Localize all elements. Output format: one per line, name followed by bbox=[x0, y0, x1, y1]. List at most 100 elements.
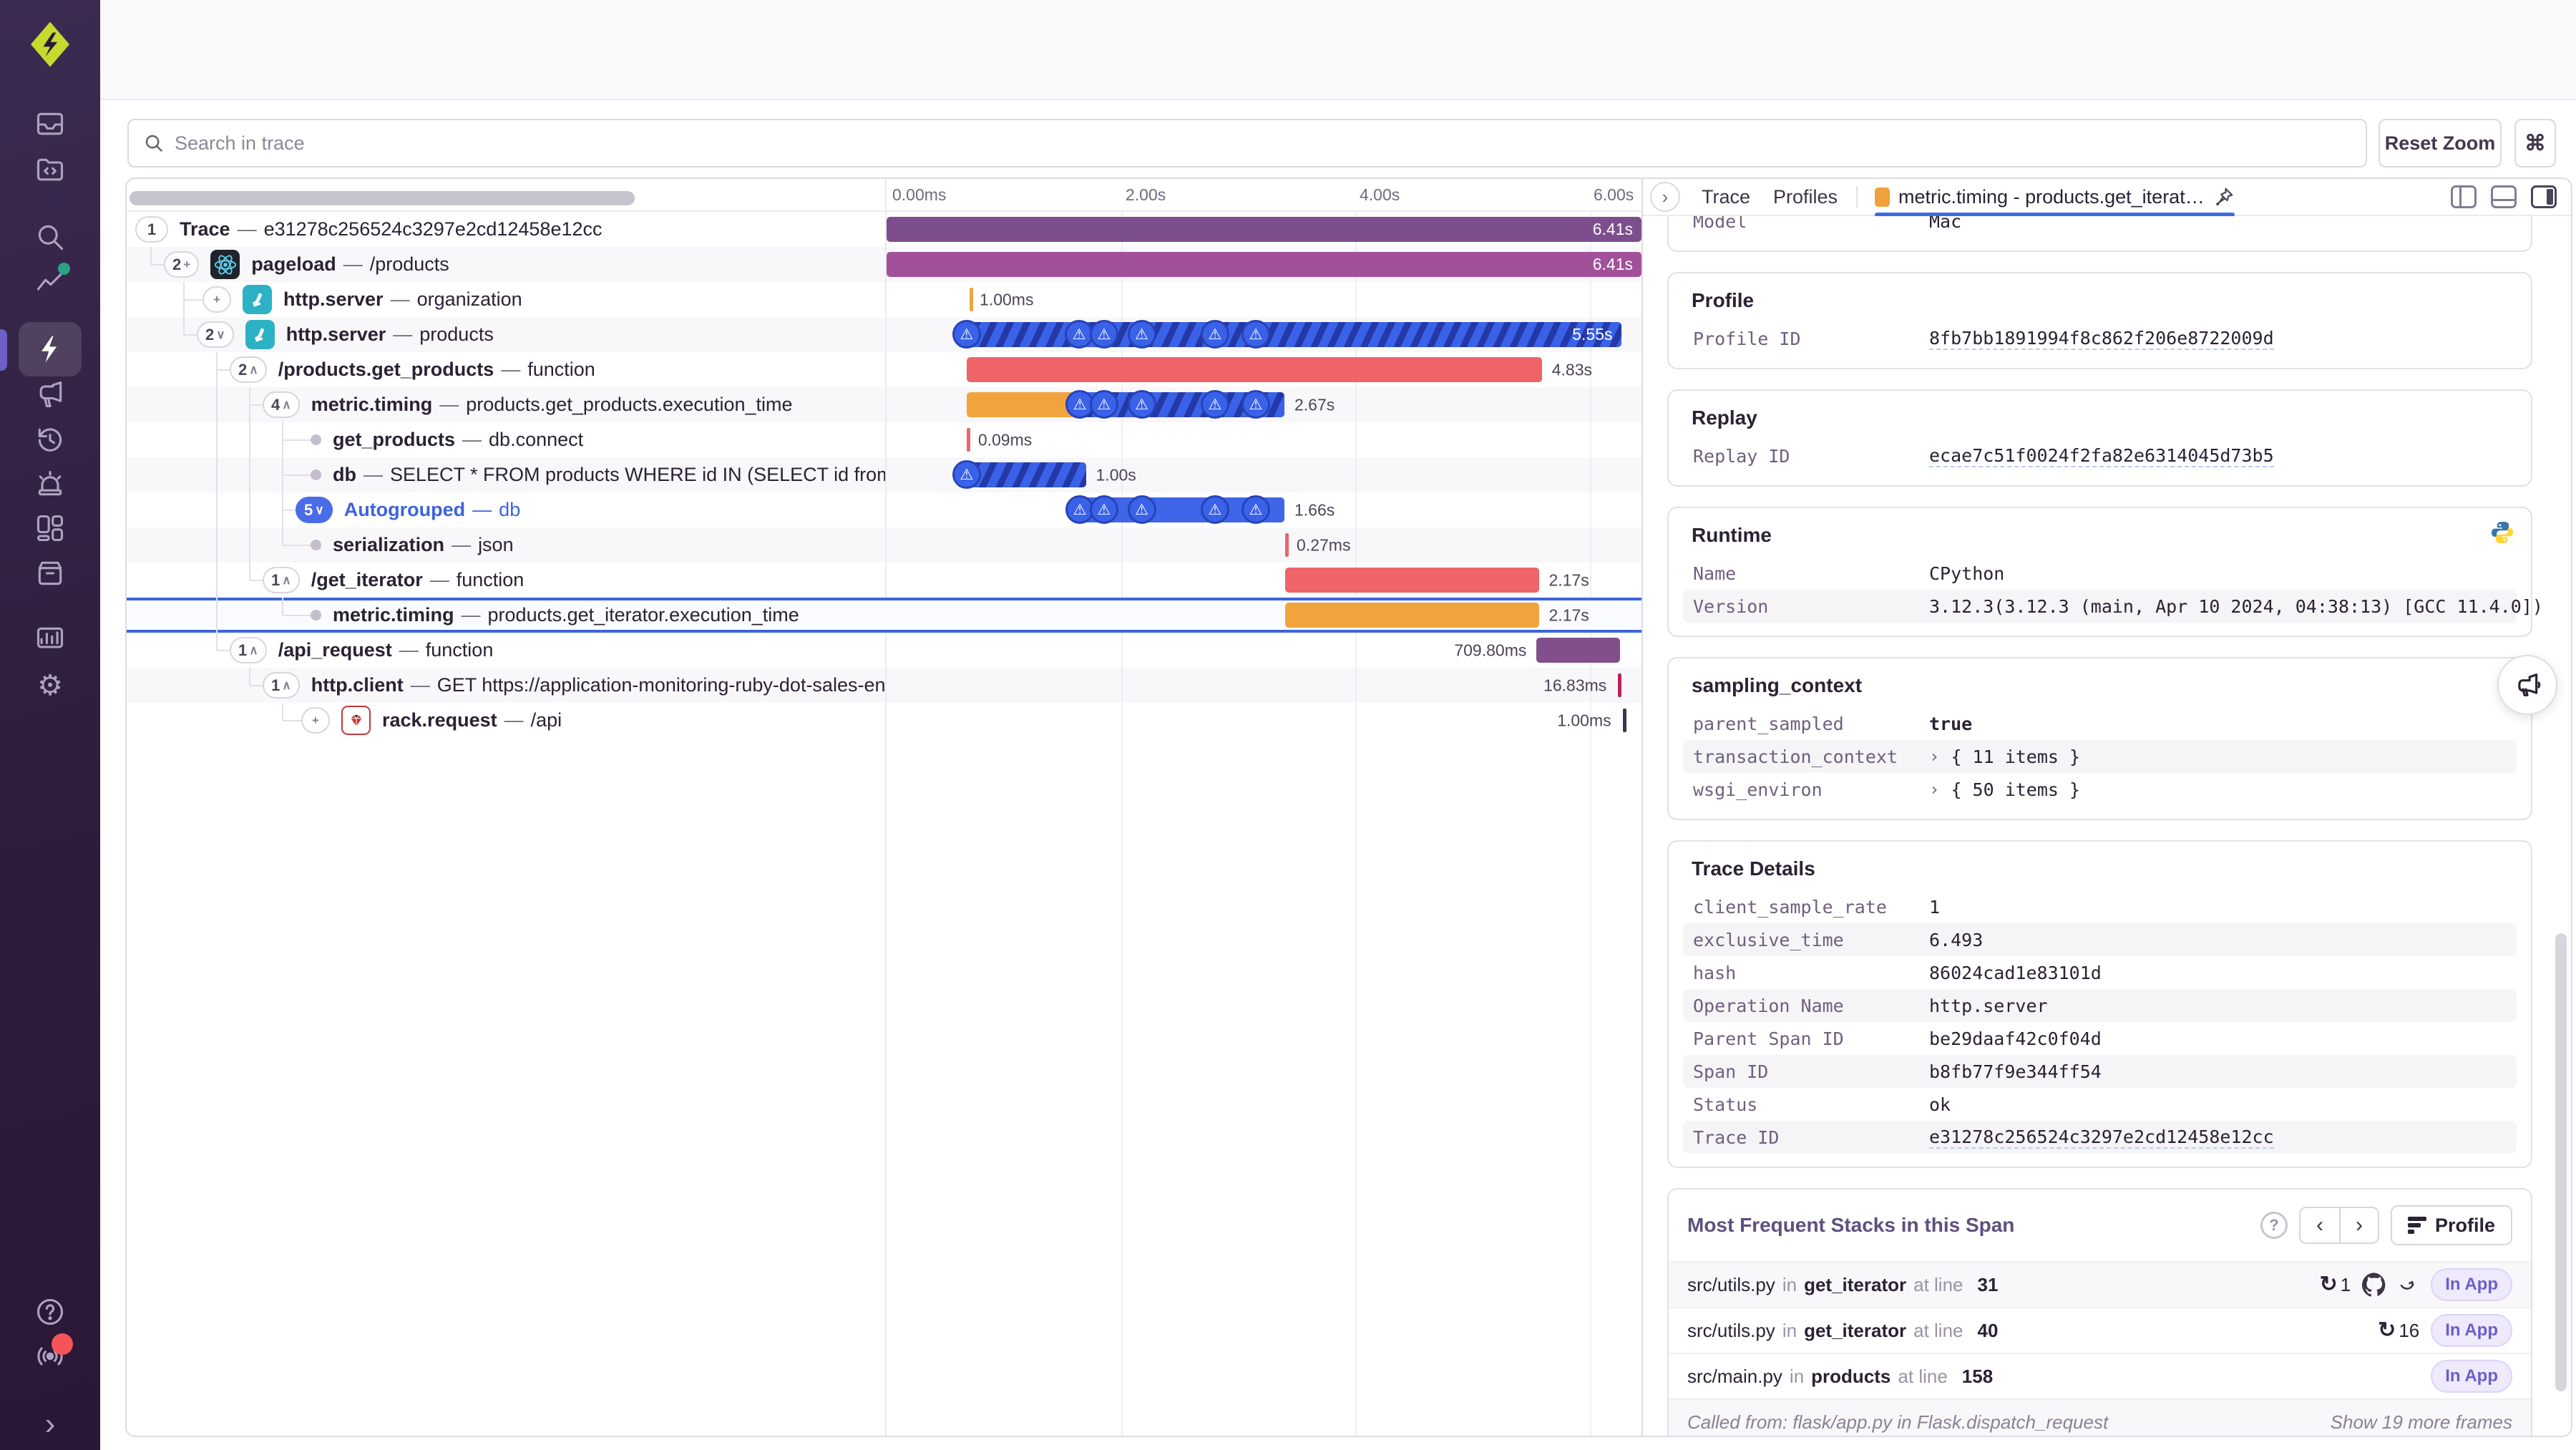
span-row[interactable]: 1 ∧ /get_iterator — function 2.17s bbox=[127, 563, 1641, 598]
span-row[interactable]: 2 ∨ http.server — products 5.55s ⚠ ⚠ ⚠ ⚠ ⚠ … bbox=[127, 317, 1641, 352]
span-row[interactable]: db — SELECT * FROM products WHERE id IN (S… bbox=[127, 457, 1641, 492]
span-bar[interactable] bbox=[1285, 533, 1289, 557]
span-rows: 1 Trace — e31278c256524c3297e2cd12458e12cc… bbox=[127, 212, 1641, 738]
tab-active-span[interactable]: metric.timing - products.get_iterat… bbox=[1875, 179, 2235, 217]
timeline-header: 0.00ms 2.00s 4.00s 6.00s bbox=[127, 179, 1641, 212]
trace-id-link[interactable]: e31278c256524c3297e2cd12458e12cc bbox=[1929, 1126, 2274, 1149]
stack-frame-row[interactable]: src/main.py in products at line 158 In App bbox=[1669, 1353, 2531, 1398]
row-toggle[interactable]: + bbox=[301, 707, 330, 734]
row-toggle[interactable]: 1 ∧ bbox=[230, 637, 267, 663]
floating-feedback-button[interactable] bbox=[2497, 655, 2557, 715]
detail-row[interactable]: transaction_context ›{ 11 items } bbox=[1683, 740, 2517, 773]
span-bar[interactable]: 6.41s bbox=[887, 252, 1641, 277]
span-bar[interactable] bbox=[966, 392, 1080, 417]
detail-scrollbar[interactable] bbox=[2555, 933, 2567, 1391]
axis-tick: 6.00s bbox=[1594, 185, 1634, 204]
stacks-header: Most Frequent Stacks in this Span ? ‹ › … bbox=[1669, 1189, 2531, 1261]
insights-new-badge bbox=[58, 263, 70, 275]
trace-search[interactable] bbox=[127, 119, 2367, 167]
stack-frame-row[interactable]: src/utils.py in get_iterator at line 40 ↻ 16 … bbox=[1669, 1307, 2531, 1353]
row-toggle[interactable]: 1 bbox=[135, 216, 168, 243]
span-row[interactable]: + http.server — organization 1.00ms bbox=[127, 282, 1641, 317]
sidebar-expand-button[interactable]: › bbox=[34, 1408, 66, 1440]
layout-right-icon[interactable] bbox=[2531, 185, 2557, 208]
detail-row[interactable]: wsgi_environ ›{ 50 items } bbox=[1693, 779, 2081, 800]
show-more-frames-link[interactable]: Show 19 more frames bbox=[2330, 1411, 2512, 1433]
layout-bottom-icon[interactable] bbox=[2491, 185, 2517, 208]
span-row[interactable]: 2 ∧ /products.get_products — function 4.83s bbox=[127, 352, 1641, 387]
row-toggle[interactable]: + bbox=[203, 286, 231, 313]
help-icon[interactable]: ? bbox=[2260, 1212, 2288, 1239]
profile-card: Profile Profile ID 8fb7bb1891994f8c862f20… bbox=[1667, 272, 2532, 369]
axis-tick: 0.00ms bbox=[892, 185, 947, 204]
pin-icon[interactable] bbox=[2213, 186, 2235, 208]
shortcut-button[interactable]: ⌘ bbox=[2514, 119, 2556, 167]
sidebar-item-help[interactable] bbox=[34, 1296, 66, 1328]
layout-switcher bbox=[2451, 185, 2557, 208]
card-title: Profile bbox=[1692, 289, 1755, 311]
span-row[interactable]: get_products — db.connect 0.09ms bbox=[127, 422, 1641, 457]
sidebar-item-alerts[interactable] bbox=[34, 468, 66, 500]
span-row[interactable]: serialization — json 0.27ms bbox=[127, 527, 1641, 563]
row-toggle[interactable]: 2 + bbox=[164, 251, 200, 278]
span-row[interactable]: 1 Trace — e31278c256524c3297e2cd12458e12cc… bbox=[127, 212, 1641, 247]
span-bar[interactable] bbox=[1285, 568, 1539, 593]
card-title: Runtime bbox=[1692, 524, 1772, 546]
span-row[interactable]: 5 ∨ Autogrouped — db ⚠ ⚠ ⚠ ⚠ ⚠ 1.66s bbox=[127, 492, 1641, 527]
collapse-panel-button[interactable]: › bbox=[1650, 182, 1680, 212]
span-row[interactable]: 4 ∧ metric.timing — products.get_products.e… bbox=[127, 387, 1641, 422]
row-toggle[interactable]: 2 ∧ bbox=[230, 356, 267, 383]
sidebar-item-performance-active[interactable] bbox=[34, 334, 66, 365]
sidebar-item-stats[interactable] bbox=[34, 623, 66, 655]
warning-icon: ⚠ bbox=[1241, 495, 1270, 524]
span-row[interactable]: 1 ∧ http.client — GET https://application-m… bbox=[127, 668, 1641, 703]
span-row[interactable]: 2 + pageload —/products 6.41s bbox=[127, 247, 1641, 282]
sidebar-item-projects[interactable] bbox=[34, 155, 66, 186]
row-toggle[interactable]: 1 ∧ bbox=[263, 672, 300, 699]
span-bar[interactable] bbox=[1618, 673, 1622, 697]
sidebar-item-dashboards[interactable] bbox=[34, 512, 66, 544]
span-bar[interactable] bbox=[1536, 638, 1621, 663]
sentry-logo[interactable] bbox=[24, 19, 76, 70]
sidebar-item-feedback[interactable] bbox=[34, 379, 66, 410]
tab-profiles[interactable]: Profiles bbox=[1773, 185, 1838, 208]
tree-horizontal-scrollbar[interactable] bbox=[130, 191, 635, 205]
span-row[interactable]: 1 ∧ /api_request — function 709.80ms bbox=[127, 633, 1641, 668]
span-row-selected[interactable]: metric.timing — products.get_iterator.exec… bbox=[127, 598, 1641, 633]
row-toggle[interactable]: 1 ∧ bbox=[263, 567, 300, 593]
tab-trace[interactable]: Trace bbox=[1702, 185, 1751, 208]
stacktrace-link-icon[interactable] bbox=[2398, 1274, 2419, 1295]
span-row[interactable]: + rack.request —/api 1.00ms bbox=[127, 703, 1641, 738]
span-bar[interactable] bbox=[966, 357, 1542, 382]
replay-id-link[interactable]: ecae7c51f0024f2fa82e6314045d73b5 bbox=[1929, 444, 2274, 467]
expand-toggle-icon[interactable]: › bbox=[1929, 746, 1940, 767]
span-bar[interactable] bbox=[1285, 603, 1539, 628]
row-toggle[interactable]: 4 ∧ bbox=[263, 391, 300, 418]
row-toggle[interactable]: 2 ∨ bbox=[197, 321, 234, 348]
stacks-title: Most Frequent Stacks in this Span bbox=[1687, 1214, 2015, 1236]
profile-button[interactable]: Profile bbox=[2390, 1205, 2512, 1245]
span-bar[interactable]: 5.55s bbox=[957, 322, 1621, 347]
sidebar-item-issues[interactable] bbox=[34, 109, 66, 140]
stack-frame-row[interactable]: src/utils.py in get_iterator at line 31 ↻ 1 I… bbox=[1669, 1261, 2531, 1307]
expand-toggle-icon[interactable]: › bbox=[1929, 779, 1940, 799]
sidebar-item-explore[interactable] bbox=[34, 221, 66, 253]
github-icon[interactable] bbox=[2362, 1273, 2386, 1297]
sidebar-item-service-status[interactable] bbox=[34, 1333, 73, 1372]
profile-id-link[interactable]: 8fb7bb1891994f8c862f206e8722009d bbox=[1929, 327, 2274, 350]
sidebar-item-replays[interactable] bbox=[34, 424, 66, 456]
span-bar[interactable] bbox=[970, 288, 974, 311]
sidebar-item-insights[interactable] bbox=[34, 263, 70, 297]
sidebar-item-releases[interactable] bbox=[34, 558, 66, 589]
prev-stack-button[interactable]: ‹ bbox=[2298, 1207, 2339, 1244]
next-stack-button[interactable]: › bbox=[2338, 1207, 2379, 1244]
search-input[interactable] bbox=[175, 132, 2351, 155]
detail-row: exclusive_time 6.493 bbox=[1683, 923, 2517, 956]
span-bar[interactable] bbox=[1622, 709, 1626, 732]
autogroup-toggle[interactable]: 5 ∨ bbox=[296, 497, 333, 523]
reset-zoom-button[interactable]: Reset Zoom bbox=[2379, 119, 2502, 167]
span-bar[interactable] bbox=[966, 428, 970, 452]
sidebar-item-settings[interactable]: ⚙ bbox=[34, 670, 66, 701]
span-bar[interactable]: 6.41s bbox=[887, 217, 1641, 242]
layout-left-icon[interactable] bbox=[2451, 185, 2477, 208]
